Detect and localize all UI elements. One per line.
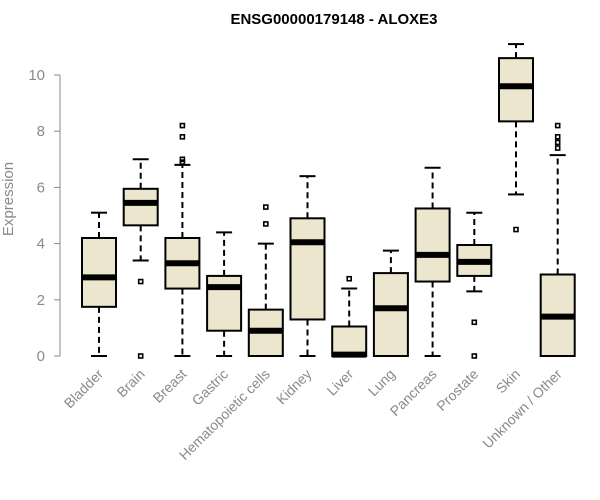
outlier-point <box>554 134 561 140</box>
outlier-point <box>513 226 519 233</box>
box-skin <box>498 43 534 233</box>
x-tick-label: Breast <box>150 366 190 406</box>
box-hematopoietic-cells <box>247 204 284 358</box>
iqr-box <box>414 207 451 283</box>
boxes-layer <box>81 43 576 359</box>
outlier-point <box>471 319 478 326</box>
box-prostate <box>456 211 493 359</box>
outlier-point <box>179 159 186 165</box>
y-tick-label: 4 <box>37 236 45 253</box>
y-tick-label: 0 <box>37 348 45 365</box>
outlier-point <box>554 145 561 151</box>
y-tick-label: 2 <box>37 292 45 309</box>
y-tick-label: 6 <box>37 179 45 196</box>
x-tick-label: Brain <box>113 366 147 400</box>
x-tick-label: Bladder <box>61 366 107 412</box>
chart-title: ENSG00000179148 - ALOXE3 <box>230 11 437 28</box>
box-lung <box>372 249 409 358</box>
x-tick-label: Kidney <box>273 366 315 408</box>
box-pancreas <box>414 166 451 357</box>
iqr-box <box>81 236 117 308</box>
iqr-box <box>206 274 243 332</box>
outlier-point <box>137 353 144 359</box>
x-tick-label: Prostate <box>433 366 481 414</box>
outlier-point <box>346 275 353 282</box>
box-kidney <box>289 175 326 357</box>
y-axis-label: Expression <box>0 162 17 236</box>
outlier-point <box>179 134 186 140</box>
outlier-point <box>262 221 269 227</box>
y-tick-label: 10 <box>28 67 45 84</box>
outlier-point <box>179 156 186 163</box>
x-tick-label: Lung <box>365 366 398 399</box>
x-tick-label: Skin <box>493 366 524 397</box>
outlier-point <box>554 122 561 129</box>
outlier-point <box>471 353 478 359</box>
box-liver <box>331 275 368 358</box>
iqr-box <box>331 325 368 357</box>
outlier-point <box>179 122 186 129</box>
box-breast <box>164 122 201 357</box>
box-bladder <box>81 211 117 357</box>
iqr-box <box>289 217 326 321</box>
outlier-point <box>262 204 269 210</box>
x-tick-label: Liver <box>324 366 357 399</box>
x-tick-label: Unknown / Other <box>479 366 565 452</box>
box-gastric <box>206 231 243 357</box>
y-tick-label: 8 <box>37 123 45 140</box>
y-axis: 0 2 4 6 8 10 <box>28 67 61 365</box>
iqr-box <box>122 187 159 227</box>
outlier-point <box>137 278 144 285</box>
iqr-box <box>498 57 534 123</box>
box-unknown-other <box>539 122 576 358</box>
box-brain <box>122 158 159 359</box>
outlier-point <box>554 139 561 146</box>
iqr-box <box>372 272 409 358</box>
